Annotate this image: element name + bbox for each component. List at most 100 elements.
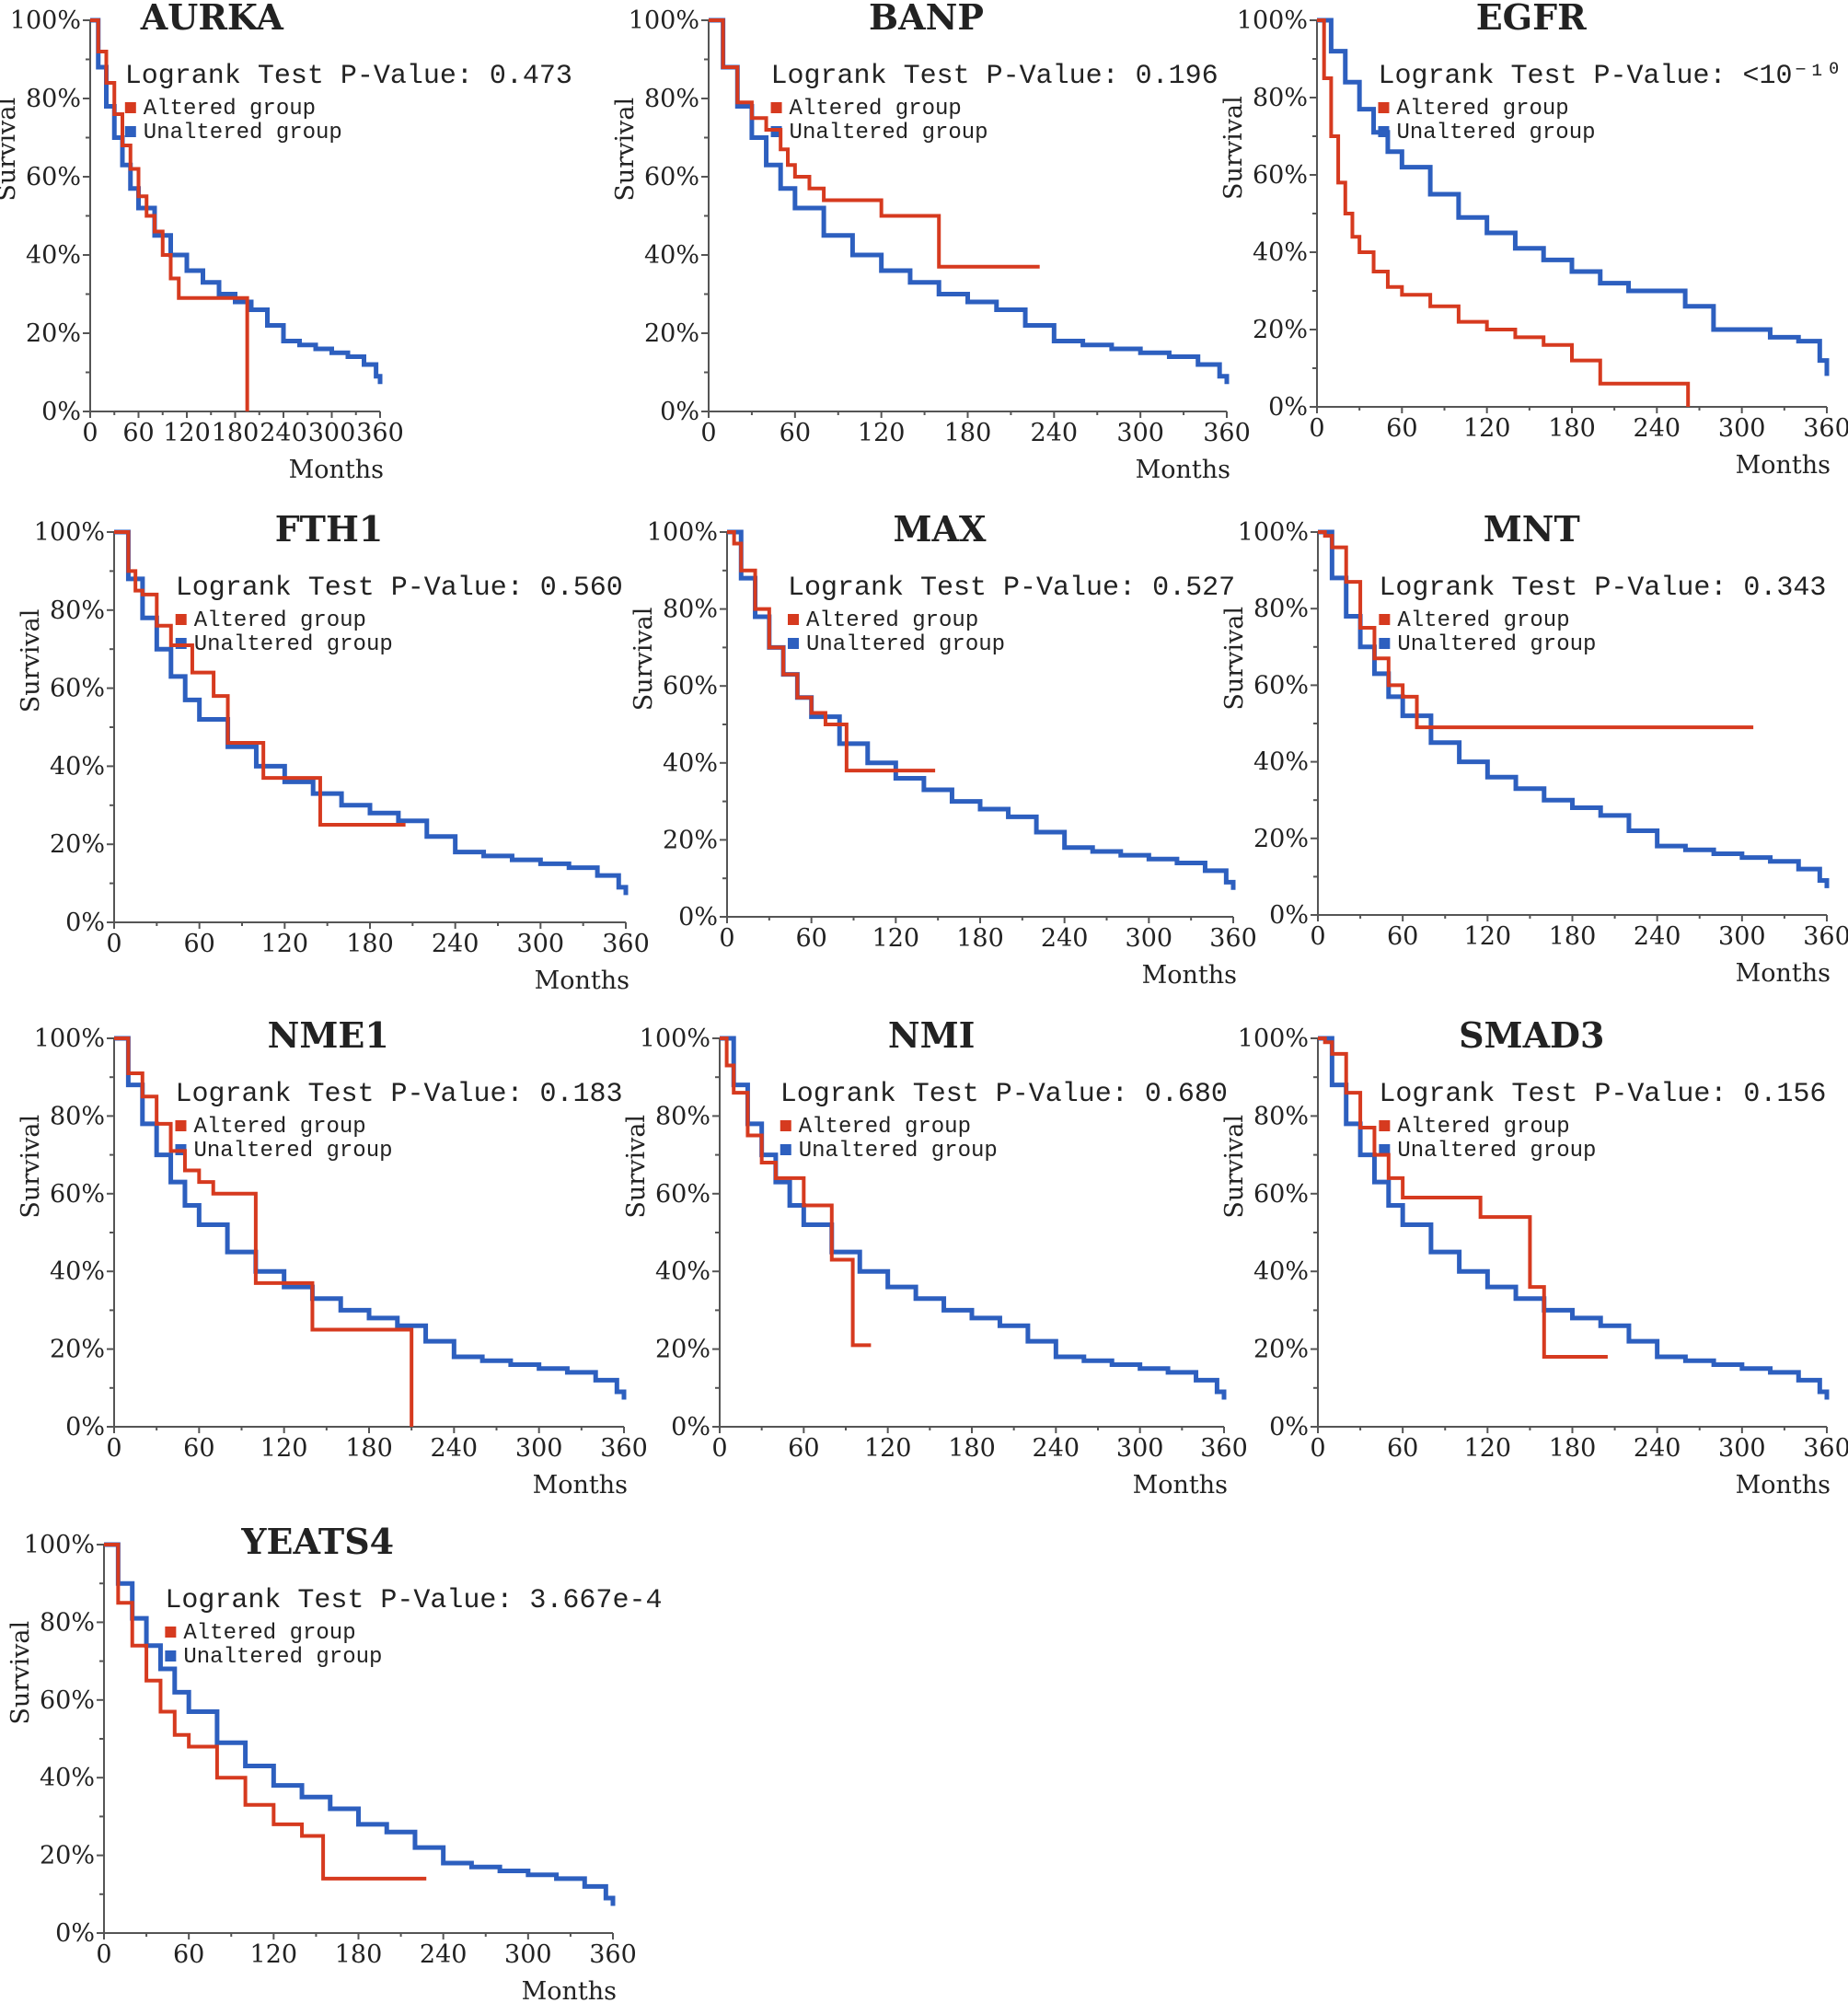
y-tick-label: 20% bbox=[1253, 1336, 1309, 1364]
x-tick-label: 300 bbox=[1126, 924, 1173, 953]
km-panel-banp: 0% 20% 40% 60% 80% 100% 0 60 120 180 240 300 360 Mont… bbox=[611, 0, 1251, 484]
legend-swatch-altered bbox=[780, 1120, 791, 1131]
x-tick-label: 300 bbox=[515, 1434, 563, 1463]
x-tick-label: 300 bbox=[1718, 1434, 1766, 1463]
x-axis-label: Months bbox=[533, 1471, 628, 1499]
legend-unaltered: Unaltered group bbox=[799, 1139, 998, 1164]
curve-unaltered bbox=[709, 17, 1230, 385]
panel-title: AURKA bbox=[140, 0, 284, 38]
y-tick-label: 100% bbox=[34, 1025, 105, 1053]
x-axis-label: Months bbox=[1142, 961, 1237, 990]
y-tick-label: 40% bbox=[1253, 238, 1308, 267]
x-tick-label: 360 bbox=[1209, 924, 1257, 953]
x-tick-label: 120 bbox=[163, 419, 211, 447]
x-axis-label: Months bbox=[1736, 451, 1831, 480]
km-panel-max: 0% 20% 40% 60% 80% 100% 0 60 120 180 240 300 360 Mont… bbox=[629, 508, 1257, 990]
km-panel-aurka: 0% 20% 40% 60% 80% 100% 0 60 120 180 240 300 360 Mont… bbox=[0, 0, 572, 484]
x-tick-label: 0 bbox=[82, 419, 98, 447]
y-tick-label: 0% bbox=[671, 1413, 710, 1441]
x-tick-label: 360 bbox=[1803, 414, 1848, 443]
x-tick-label: 120 bbox=[858, 419, 906, 447]
panel-title: MNT bbox=[1484, 508, 1580, 550]
y-tick-label: 20% bbox=[1253, 316, 1308, 344]
legend-altered: Altered group bbox=[799, 1115, 971, 1140]
legend-altered: Altered group bbox=[806, 608, 978, 633]
y-tick-label: 100% bbox=[34, 518, 105, 547]
y-tick-label: 20% bbox=[655, 1336, 710, 1364]
x-tick-label: 60 bbox=[122, 419, 154, 447]
panel-title: EGFR bbox=[1476, 0, 1587, 38]
x-axis-label: Months bbox=[522, 1977, 617, 2003]
x-tick-label: 240 bbox=[1041, 924, 1089, 953]
x-tick-label: 300 bbox=[1718, 414, 1766, 443]
y-tick-label: 60% bbox=[1253, 1180, 1309, 1209]
x-tick-label: 240 bbox=[1634, 922, 1681, 951]
y-axis-label: Survival bbox=[17, 609, 45, 713]
y-tick-label: 40% bbox=[50, 752, 105, 781]
legend-swatch-unaltered bbox=[124, 126, 136, 137]
y-axis-label: Survival bbox=[1220, 607, 1249, 711]
km-panel-egfr: 0% 20% 40% 60% 80% 100% 0 60 120 180 240 300 360 Mont… bbox=[1219, 0, 1848, 480]
x-tick-label: 60 bbox=[795, 924, 826, 953]
legend-swatch-altered bbox=[770, 102, 782, 113]
panel-title: NMI bbox=[888, 1014, 976, 1056]
legend-swatch-unaltered bbox=[1379, 1144, 1391, 1155]
x-tick-label: 240 bbox=[1033, 1434, 1080, 1463]
y-tick-label: 60% bbox=[644, 163, 699, 191]
y-axis-label: Survival bbox=[6, 1621, 35, 1725]
y-tick-label: 100% bbox=[640, 1025, 710, 1053]
x-tick-label: 240 bbox=[1634, 414, 1681, 443]
curve-unaltered bbox=[1317, 17, 1830, 376]
x-tick-label: 0 bbox=[1309, 414, 1324, 443]
y-tick-label: 40% bbox=[644, 241, 699, 270]
x-tick-label: 0 bbox=[719, 924, 734, 953]
legend-swatch-unaltered bbox=[1379, 638, 1391, 649]
y-tick-label: 80% bbox=[1253, 84, 1308, 112]
logrank-pvalue: Logrank Test P-Value: 3.667e-4 bbox=[165, 1585, 662, 1616]
x-tick-label: 360 bbox=[600, 1434, 648, 1463]
x-tick-label: 300 bbox=[1116, 1434, 1164, 1463]
legend-altered: Altered group bbox=[183, 1621, 355, 1646]
x-tick-label: 60 bbox=[780, 419, 811, 447]
y-tick-label: 100% bbox=[1237, 6, 1308, 35]
x-tick-label: 180 bbox=[956, 924, 1004, 953]
y-tick-label: 100% bbox=[629, 6, 699, 35]
legend-unaltered: Unaltered group bbox=[1397, 1139, 1596, 1164]
y-tick-label: 40% bbox=[40, 1764, 95, 1792]
y-tick-label: 100% bbox=[24, 1531, 95, 1559]
y-tick-label: 60% bbox=[655, 1180, 710, 1209]
km-panel-nme1: 0% 20% 40% 60% 80% 100% 0 60 120 180 240 300 360 Mont… bbox=[17, 1014, 648, 1499]
curve-altered bbox=[114, 1036, 414, 1427]
panel-title: YEATS4 bbox=[240, 1521, 394, 1562]
y-tick-label: 40% bbox=[50, 1257, 105, 1286]
y-tick-label: 80% bbox=[50, 1102, 105, 1130]
y-tick-label: 40% bbox=[655, 1257, 710, 1286]
y-tick-label: 60% bbox=[1253, 161, 1308, 190]
x-tick-label: 60 bbox=[1386, 414, 1417, 443]
x-tick-label: 180 bbox=[346, 930, 394, 958]
x-tick-label: 120 bbox=[1464, 922, 1512, 951]
x-tick-label: 120 bbox=[1463, 414, 1511, 443]
x-tick-label: 120 bbox=[250, 1940, 298, 1969]
curve-altered bbox=[720, 1036, 872, 1348]
legend-swatch-unaltered bbox=[788, 638, 799, 649]
curve-altered bbox=[114, 530, 406, 827]
logrank-pvalue: Logrank Test P-Value: 0.473 bbox=[125, 61, 572, 92]
y-tick-label: 80% bbox=[655, 1102, 710, 1130]
legend-altered: Altered group bbox=[194, 608, 366, 633]
x-axis-label: Months bbox=[289, 456, 384, 484]
y-tick-label: 0% bbox=[678, 903, 718, 932]
legend-altered: Altered group bbox=[790, 97, 962, 122]
km-panel-fth1: 0% 20% 40% 60% 80% 100% 0 60 120 180 240 300 360 Mont… bbox=[17, 508, 650, 995]
y-axis-label: Survival bbox=[1219, 96, 1248, 200]
x-tick-label: 360 bbox=[589, 1940, 637, 1969]
y-tick-label: 100% bbox=[10, 6, 81, 35]
curve-altered bbox=[1318, 530, 1754, 730]
km-panel-smad3: 0% 20% 40% 60% 80% 100% 0 60 120 180 240 300 360 Mont… bbox=[1220, 1014, 1848, 1499]
x-axis-label: Months bbox=[1736, 959, 1831, 988]
y-tick-label: 80% bbox=[50, 596, 105, 625]
km-panel-yeats4: 0% 20% 40% 60% 80% 100% 0 60 120 180 240 300 360 Mont… bbox=[6, 1521, 662, 2003]
logrank-pvalue: Logrank Test P-Value: 0.560 bbox=[176, 573, 623, 604]
y-tick-label: 60% bbox=[1253, 671, 1309, 700]
